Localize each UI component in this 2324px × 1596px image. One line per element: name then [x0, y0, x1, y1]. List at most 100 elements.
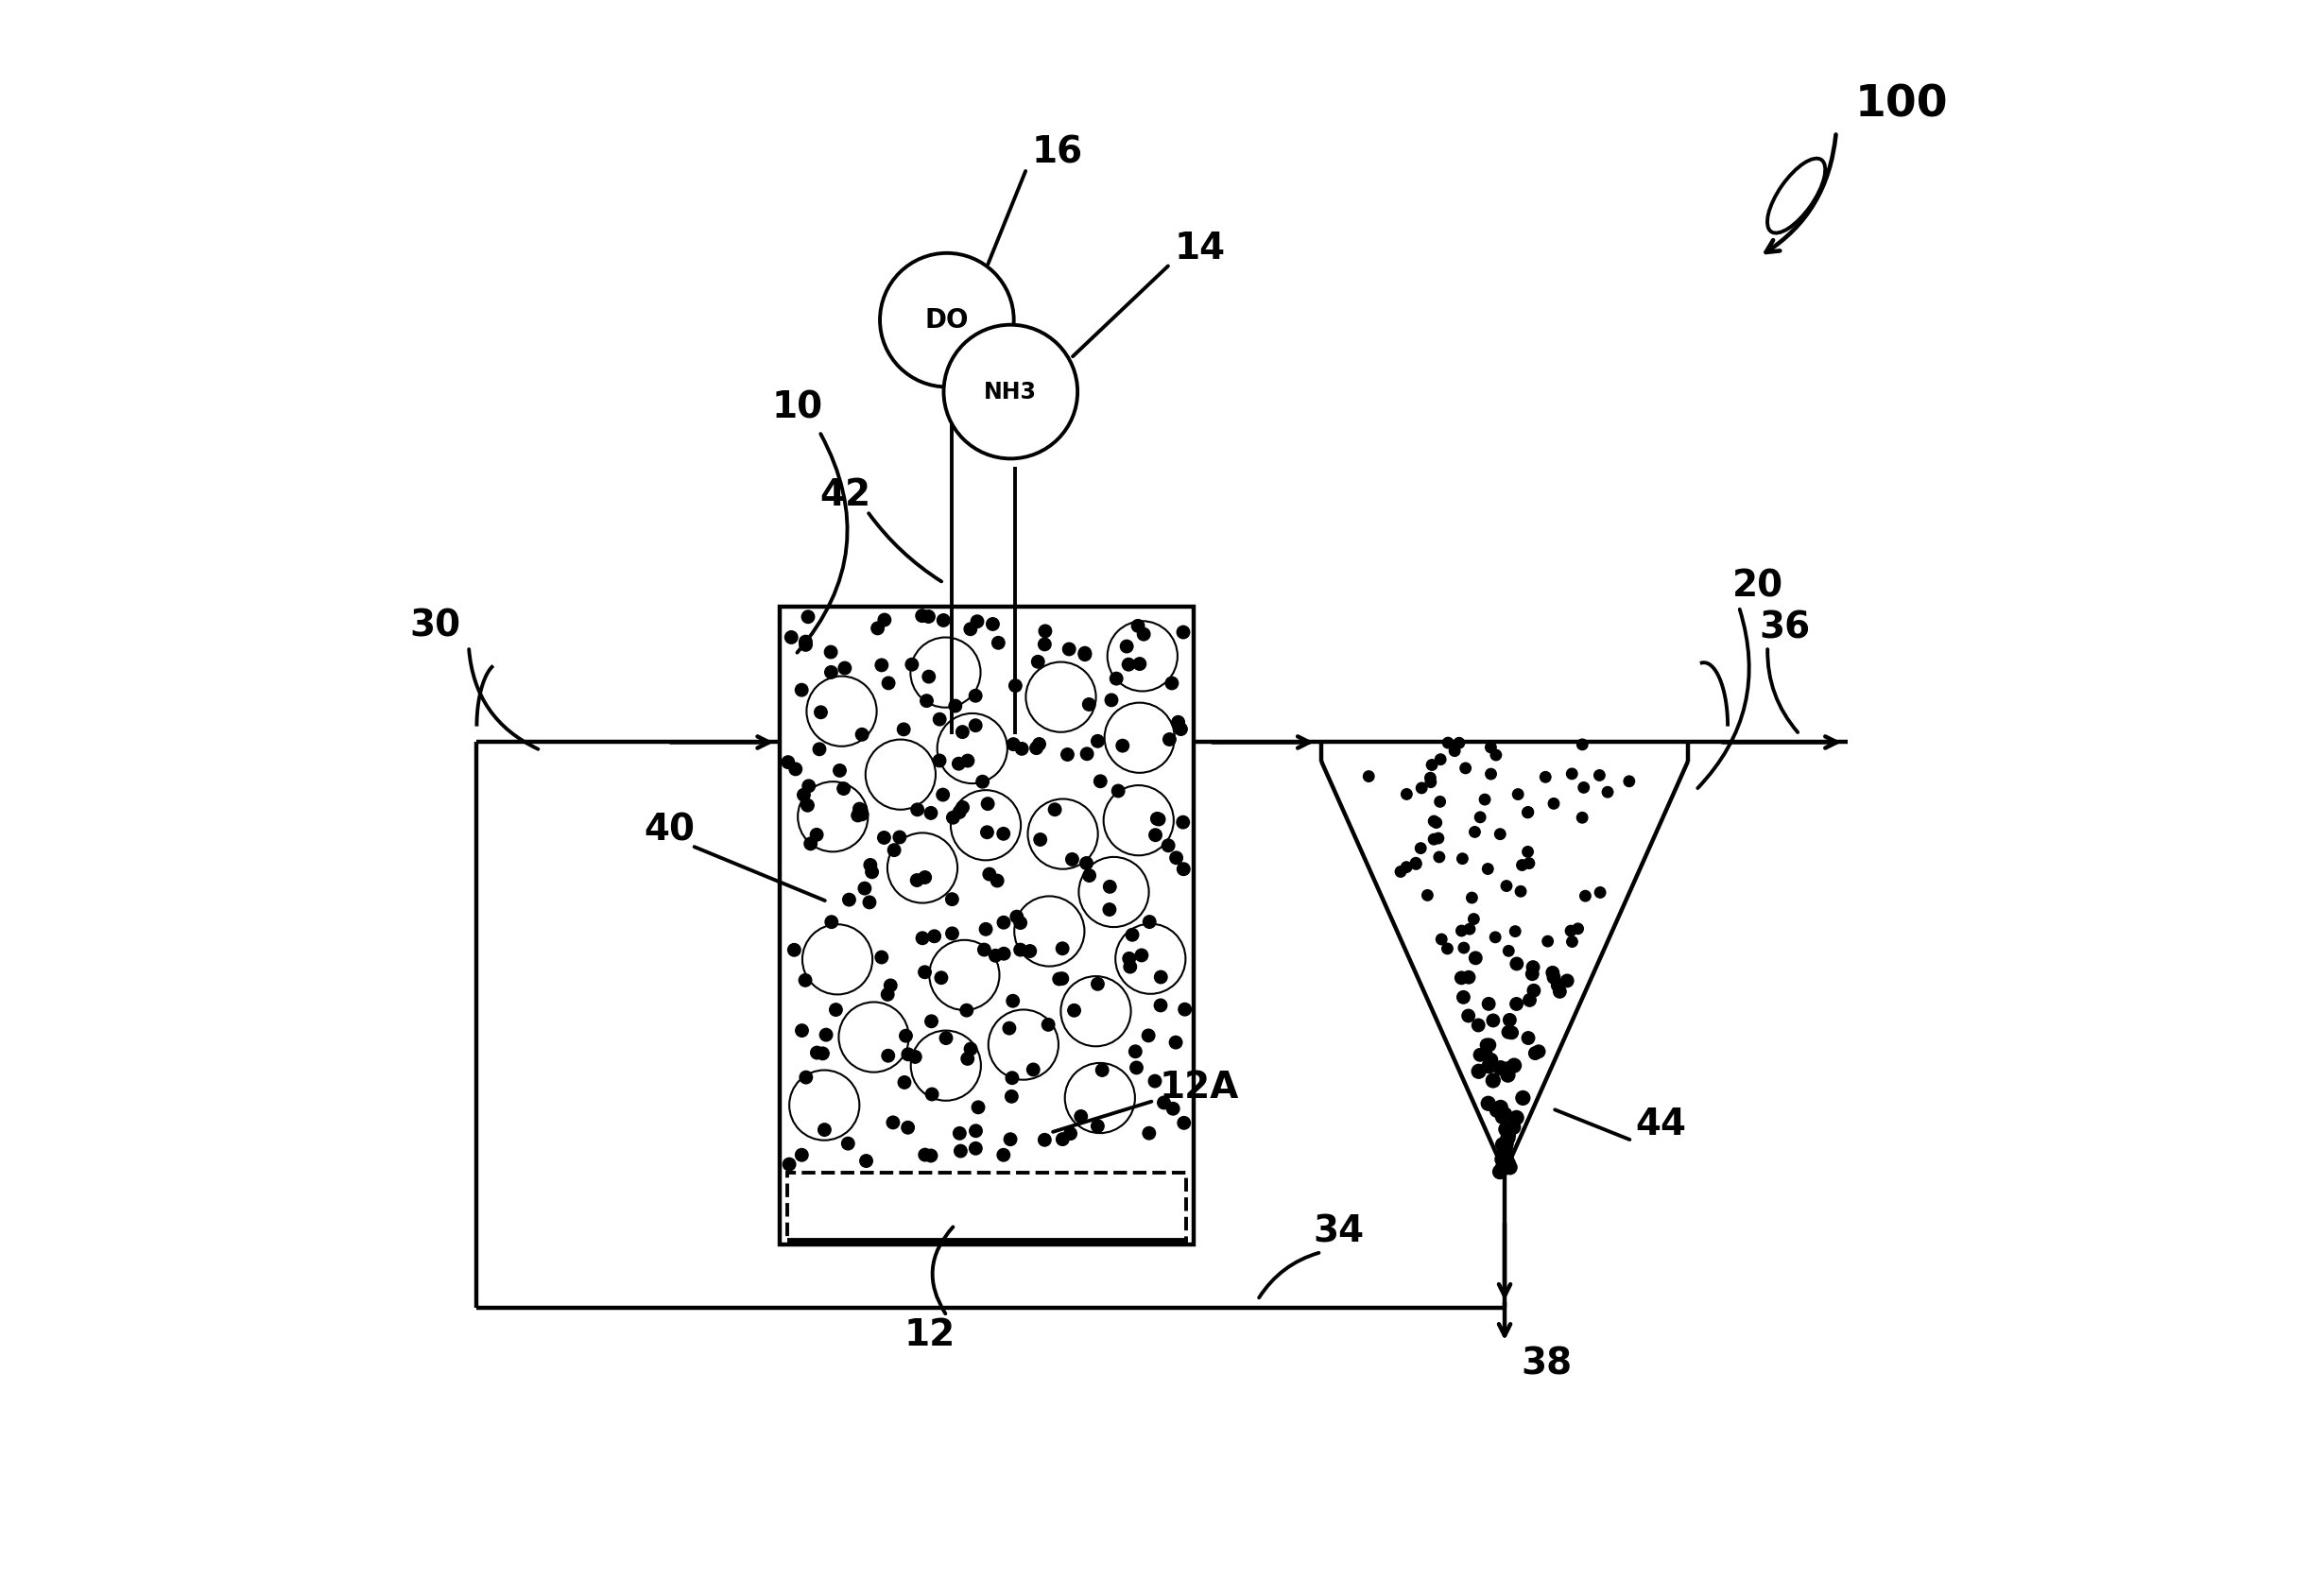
Circle shape — [825, 916, 839, 929]
Circle shape — [1506, 1120, 1520, 1135]
Circle shape — [1055, 972, 1069, 985]
Circle shape — [1125, 929, 1139, 942]
Circle shape — [1494, 1061, 1508, 1076]
Circle shape — [1136, 627, 1150, 640]
Circle shape — [923, 610, 934, 622]
Circle shape — [1013, 916, 1027, 929]
Circle shape — [1485, 1074, 1499, 1087]
Circle shape — [1522, 806, 1534, 817]
Circle shape — [1508, 1058, 1522, 1073]
Circle shape — [937, 614, 951, 627]
Circle shape — [1030, 742, 1043, 755]
Circle shape — [1111, 672, 1122, 685]
Circle shape — [876, 659, 888, 672]
Circle shape — [841, 1136, 855, 1149]
Circle shape — [948, 699, 962, 712]
Circle shape — [1422, 891, 1434, 900]
Circle shape — [1092, 1120, 1104, 1133]
Circle shape — [997, 948, 1011, 961]
Circle shape — [1594, 769, 1606, 780]
Circle shape — [1504, 1013, 1515, 1026]
Circle shape — [1425, 772, 1436, 784]
Circle shape — [1023, 945, 1037, 958]
Circle shape — [1055, 1133, 1069, 1146]
Circle shape — [1562, 975, 1573, 988]
Circle shape — [1064, 1127, 1076, 1140]
Circle shape — [1174, 723, 1188, 736]
Circle shape — [1178, 1117, 1190, 1130]
Circle shape — [953, 758, 964, 771]
Circle shape — [1497, 1144, 1511, 1159]
Circle shape — [990, 875, 1004, 887]
Circle shape — [1178, 863, 1190, 876]
Circle shape — [813, 742, 825, 755]
Circle shape — [1462, 1009, 1476, 1021]
Circle shape — [862, 895, 876, 908]
Circle shape — [1143, 1127, 1155, 1140]
Circle shape — [855, 728, 869, 741]
Circle shape — [1511, 998, 1522, 1010]
Circle shape — [1436, 934, 1448, 945]
Text: DO: DO — [925, 306, 969, 334]
Circle shape — [825, 646, 837, 659]
Circle shape — [1483, 863, 1494, 875]
Circle shape — [799, 635, 811, 648]
Circle shape — [834, 764, 846, 777]
Text: 44: 44 — [1636, 1106, 1687, 1143]
Circle shape — [1494, 828, 1506, 839]
Text: 16: 16 — [1032, 134, 1083, 171]
Circle shape — [1497, 1138, 1511, 1152]
Circle shape — [1601, 787, 1613, 798]
Text: 14: 14 — [1174, 230, 1225, 267]
Circle shape — [1122, 953, 1136, 966]
Circle shape — [1427, 760, 1436, 771]
Circle shape — [1434, 852, 1446, 862]
Circle shape — [1104, 903, 1116, 916]
Text: 20: 20 — [1731, 568, 1785, 603]
Circle shape — [1501, 1068, 1515, 1082]
Circle shape — [1039, 624, 1050, 637]
Circle shape — [1132, 619, 1143, 632]
Circle shape — [953, 806, 967, 819]
Circle shape — [883, 978, 897, 991]
Circle shape — [1480, 1049, 1492, 1061]
Circle shape — [888, 1116, 899, 1128]
Circle shape — [1148, 1074, 1162, 1087]
Circle shape — [976, 776, 990, 788]
Circle shape — [888, 844, 899, 857]
Circle shape — [916, 932, 930, 945]
Circle shape — [1078, 646, 1092, 659]
Circle shape — [1511, 1111, 1525, 1125]
Circle shape — [1506, 1026, 1518, 1039]
Circle shape — [818, 1124, 832, 1136]
Circle shape — [1497, 1151, 1511, 1163]
Circle shape — [1490, 932, 1501, 943]
Circle shape — [899, 1029, 913, 1042]
Circle shape — [837, 782, 851, 795]
Circle shape — [1122, 658, 1134, 670]
Circle shape — [934, 713, 946, 726]
Circle shape — [1411, 859, 1422, 870]
Circle shape — [1092, 978, 1104, 991]
Circle shape — [1515, 886, 1527, 897]
Circle shape — [1034, 833, 1046, 846]
Text: 12: 12 — [904, 1317, 955, 1353]
Circle shape — [925, 1015, 939, 1028]
Circle shape — [1499, 1141, 1513, 1156]
Text: 12A: 12A — [1160, 1069, 1239, 1106]
Circle shape — [858, 883, 872, 895]
Circle shape — [811, 1047, 823, 1060]
Circle shape — [1522, 994, 1536, 1007]
Circle shape — [1432, 817, 1441, 828]
Circle shape — [1062, 643, 1076, 656]
Circle shape — [1548, 970, 1559, 983]
Circle shape — [844, 894, 855, 907]
Circle shape — [1443, 737, 1452, 749]
Circle shape — [1176, 816, 1190, 828]
Circle shape — [1053, 972, 1067, 985]
Text: 30: 30 — [409, 608, 460, 643]
Circle shape — [802, 610, 813, 622]
Circle shape — [916, 610, 930, 622]
Circle shape — [1504, 945, 1513, 956]
Circle shape — [1515, 1092, 1529, 1104]
